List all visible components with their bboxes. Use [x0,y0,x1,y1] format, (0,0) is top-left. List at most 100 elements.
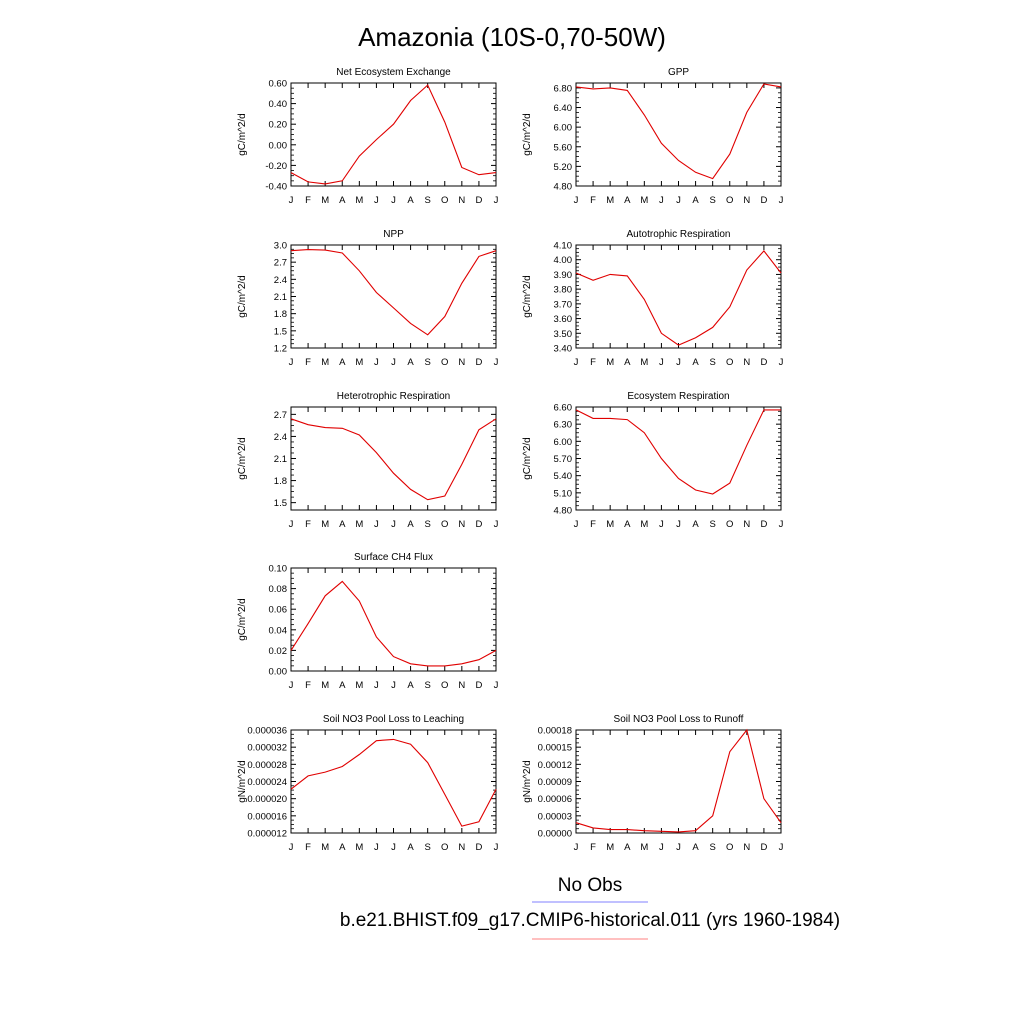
x-tick-label: J [494,842,499,853]
x-tick-label: J [374,842,379,853]
x-tick-label: J [374,680,379,691]
y-tick-label: 2.7 [274,258,287,269]
x-tick-label: J [574,357,579,368]
x-tick-label: D [760,519,767,530]
series-line-1 [290,84,497,185]
x-tick-label: N [743,195,750,206]
y-tick-label: 2.4 [274,275,287,286]
y-tick-label: 1.8 [274,476,287,487]
x-tick-label: A [624,842,631,853]
x-tick-label: J [659,842,664,853]
panel-title: Soil NO3 Pool Loss to Runoff [614,714,744,725]
y-tick-label: 0.000016 [247,811,287,822]
panel-title: Surface CH4 Flux [354,552,433,563]
series-line-1 [575,409,781,495]
y-tick-label: 6.00 [554,123,573,134]
x-tick-label: S [424,357,430,368]
y-tick-label: 2.4 [274,432,287,443]
x-tick-label: S [424,680,430,691]
panel-title: Soil NO3 Pool Loss to Leaching [323,714,464,725]
y-tick-label: 0.00009 [538,777,572,788]
y-tick-label: 0.00003 [538,811,572,822]
x-tick-label: S [709,357,715,368]
plot-frame [290,729,497,834]
x-tick-label: J [779,842,784,853]
y-tick-label: 3.70 [554,299,573,310]
legend-label-model: b.e21.BHIST.f09_g17.CMIP6-historical.011… [340,910,840,931]
x-tick-label: A [407,195,414,206]
x-tick-label: O [726,195,733,206]
x-tick-label: J [494,195,499,206]
y-tick-label: 5.40 [554,471,573,482]
x-tick-label: F [590,357,596,368]
x-tick-label: S [709,842,715,853]
y-tick-label: 1.5 [274,326,287,337]
x-tick-label: A [339,357,346,368]
y-tick-label: 0.60 [269,79,288,90]
x-tick-label: J [391,195,396,206]
y-tick-label: 3.50 [554,329,573,340]
y-tick-label: 0.02 [269,646,288,657]
y-tick-label: 0.00 [269,140,288,151]
x-tick-label: J [676,842,681,853]
x-tick-label: M [355,357,363,368]
x-tick-label: A [692,842,699,853]
x-tick-label: D [760,195,767,206]
x-tick-label: N [458,195,465,206]
y-tick-label: 0.000020 [247,794,287,805]
y-tick-label: 4.00 [554,255,573,266]
x-tick-label: J [391,519,396,530]
series-line-1 [290,418,497,501]
x-tick-label: A [407,519,414,530]
series-line-1 [575,728,782,833]
x-tick-label: F [305,519,311,530]
y-tick-label: 0.000032 [247,743,287,754]
x-tick-label: J [289,195,294,206]
y-tick-label: 4.10 [554,241,573,252]
plot-frame [575,244,782,349]
x-tick-label: D [475,519,482,530]
x-tick-label: J [574,195,579,206]
y-tick-label: 0.00012 [538,760,572,771]
x-tick-label: A [339,519,346,530]
y-tick-label: 0.00018 [538,726,572,737]
x-tick-label: J [676,519,681,530]
x-tick-label: J [574,519,579,530]
x-tick-label: S [424,519,430,530]
y-axis-label: gC/m^2/d [237,113,248,156]
y-tick-label: 0.000024 [247,777,287,788]
chart-panel-5: Heterotrophic Respiration 2.7 2.4 2.1 1.8 1.5… [237,391,499,530]
y-tick-label: 0.00000 [538,829,572,840]
y-tick-label: 5.70 [554,454,573,465]
x-tick-label: J [391,680,396,691]
y-axis-label: gN/m^2/d [522,760,533,803]
y-tick-label: 1.8 [274,309,287,320]
x-tick-label: N [458,519,465,530]
y-tick-label: 0.00006 [538,794,572,805]
y-tick-label: 0.08 [269,584,288,595]
x-tick-label: N [458,680,465,691]
y-tick-label: 4.80 [554,506,573,517]
x-tick-label: M [321,842,329,853]
x-tick-label: M [321,195,329,206]
chart-panel-9: Soil NO3 Pool Loss to Runoff 0.00018 0.000… [522,714,784,853]
plot-frame [290,82,497,187]
x-tick-label: A [624,357,631,368]
x-tick-label: N [743,357,750,368]
x-tick-label: D [475,680,482,691]
x-tick-label: J [289,519,294,530]
x-tick-label: D [475,357,482,368]
x-tick-label: M [640,519,648,530]
x-tick-label: O [726,519,733,530]
x-tick-label: J [779,357,784,368]
x-tick-label: M [355,519,363,530]
plot-frame [290,244,497,349]
y-tick-label: 0.00 [269,667,288,678]
x-tick-label: M [640,357,648,368]
panel-title: NPP [383,229,404,240]
series-line-1 [290,580,497,667]
chart-panel-1: Net Ecosystem Exchange 0.60 0.40 0.20 0.00 -0… [237,67,499,206]
panel-title: Net Ecosystem Exchange [336,67,451,78]
